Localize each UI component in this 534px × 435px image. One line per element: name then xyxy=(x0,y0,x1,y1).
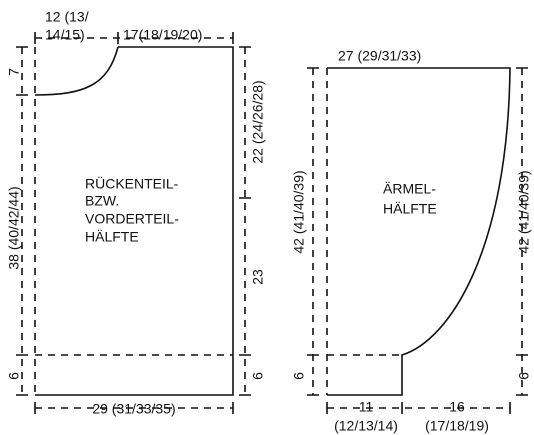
dim-label: 7 xyxy=(6,68,22,76)
dim-label: 12 (13/ xyxy=(45,9,89,25)
dim-label: 17(18/19/20) xyxy=(123,27,202,43)
sleeve-outline xyxy=(327,67,511,396)
dim-label: 38 (40/42/44) xyxy=(6,186,22,269)
piece-label: RÜCKENTEIL- xyxy=(85,175,179,192)
dim-label: 27 (29/31/33) xyxy=(338,48,421,64)
dim-label: 6 xyxy=(6,372,22,380)
dim-label: (17/18/19) xyxy=(425,418,489,434)
dim-label: 11 xyxy=(359,399,374,415)
dim-label: 16 xyxy=(449,399,465,415)
piece-label: BZW. xyxy=(85,193,119,209)
dim-label: 42 (41/40/39) xyxy=(291,170,307,253)
dim-label: 29 (31/33/35) xyxy=(92,401,175,417)
dim-label: 6 xyxy=(291,372,307,380)
neck-curve xyxy=(34,46,119,96)
dim-ticks xyxy=(239,46,251,396)
dim-ticks xyxy=(16,46,28,396)
dim-ticks xyxy=(326,402,511,414)
dim-label: 22 (24/26/28) xyxy=(250,80,266,163)
piece-label: HÄLFTE xyxy=(85,229,139,245)
piece-label: VORDERTEIL- xyxy=(85,211,179,227)
dim-label: 6 xyxy=(516,372,532,380)
dim-label: 23 xyxy=(250,269,266,285)
dim-ticks xyxy=(34,402,234,414)
dim-ticks xyxy=(516,67,528,396)
back-piece: 12 (13/ 14/15) 17(18/19/20) 7 38 (40/42/… xyxy=(6,9,266,417)
dim-ticks xyxy=(34,32,234,44)
dim-ticks xyxy=(307,67,319,396)
back-outline xyxy=(35,46,234,396)
dim-label: (12/13/14) xyxy=(334,418,398,434)
dim-label: 6 xyxy=(250,372,266,380)
dim-label: 42 (41/40/39) xyxy=(516,170,532,253)
dim-label: 14/15) xyxy=(45,27,85,43)
sleeve-piece: 27 (29/31/33) 42 (41/40/39) 42 (41/40/39… xyxy=(291,48,532,434)
piece-label: HÄLFTE xyxy=(383,201,437,217)
piece-label: ÄRMEL- xyxy=(383,181,436,197)
